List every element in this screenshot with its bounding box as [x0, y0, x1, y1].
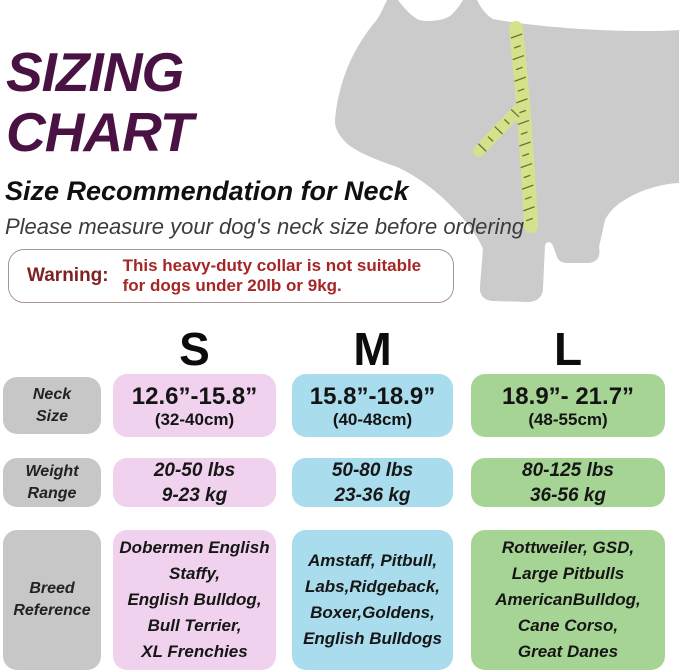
dog-body-silhouette	[335, 0, 679, 302]
measuring-tape-main-strip	[509, 21, 538, 233]
neck-size-cm: (48-55cm)	[528, 409, 608, 429]
row-label-weight-range: Weight Range	[3, 458, 101, 507]
weight-range-cell-l: 80-125 lbs 36-56 kg	[471, 458, 665, 507]
size-letter-l: L	[553, 323, 583, 375]
size-letter-m: M	[353, 323, 392, 375]
row-label-neck-size: Neck Size	[3, 377, 101, 434]
neck-size-inches: 12.6”-15.8”	[131, 382, 258, 410]
warning-label: Warning:	[27, 265, 109, 286]
breed-list: Amstaff, Pitbull, Labs,Ridgeback, Boxer,…	[303, 551, 442, 648]
neck-size-cell-m: 15.8”-18.9” (40-48cm)	[292, 374, 453, 437]
page-subtitle: Size Recommendation for Neck	[5, 176, 409, 206]
size-letter-s: S	[179, 323, 210, 375]
page-title-line2: CHART	[6, 101, 193, 163]
measuring-tape-tick-marks	[477, 33, 535, 222]
warning-message: This heavy-duty collar is not suitable f…	[122, 255, 422, 295]
neck-size-inches: 15.8”-18.9”	[309, 382, 436, 410]
neck-size-cell-l: 18.9”- 21.7” (48-55cm)	[471, 374, 665, 437]
neck-size-cm: (40-48cm)	[332, 409, 413, 429]
weight-range-text: 50-80 lbs 23-36 kg	[331, 459, 414, 506]
row-label-breed-reference: Breed Reference	[3, 530, 101, 670]
neck-size-cell-s: 12.6”-15.8” (32-40cm)	[113, 374, 276, 437]
row-label-text: Neck Size	[32, 385, 72, 425]
weight-range-text: 80-125 lbs 36-56 kg	[522, 459, 614, 506]
row-label-text: Breed Reference	[13, 580, 91, 619]
breed-reference-cell-s: Dobermen English Staffy, English Bulldog…	[113, 530, 276, 670]
weight-range-cell-s: 20-50 lbs 9-23 kg	[113, 458, 276, 507]
measurement-note: Please measure your dog's neck size befo…	[5, 214, 525, 239]
breed-list: Rottweiler, GSD, Large Pitbulls American…	[495, 538, 641, 661]
weight-range-text: 20-50 lbs 9-23 kg	[153, 459, 236, 506]
breed-list: Dobermen English Staffy, English Bulldog…	[119, 538, 270, 661]
dog-silhouette-illustration	[335, 0, 679, 302]
measuring-tape-branch-strip	[473, 102, 526, 157]
warning-box: Warning: This heavy-duty collar is not s…	[8, 249, 454, 303]
row-label-text: Weight Range	[25, 462, 79, 502]
neck-size-inches: 18.9”- 21.7”	[501, 382, 635, 410]
breed-reference-cell-l: Rottweiler, GSD, Large Pitbulls American…	[471, 530, 665, 670]
neck-size-cm: (32-40cm)	[154, 409, 235, 429]
weight-range-cell-m: 50-80 lbs 23-36 kg	[292, 458, 453, 507]
page-title-line1: SIZING	[6, 41, 184, 103]
page-title: SIZING CHART	[6, 41, 193, 163]
breed-reference-cell-m: Amstaff, Pitbull, Labs,Ridgeback, Boxer,…	[292, 530, 453, 670]
